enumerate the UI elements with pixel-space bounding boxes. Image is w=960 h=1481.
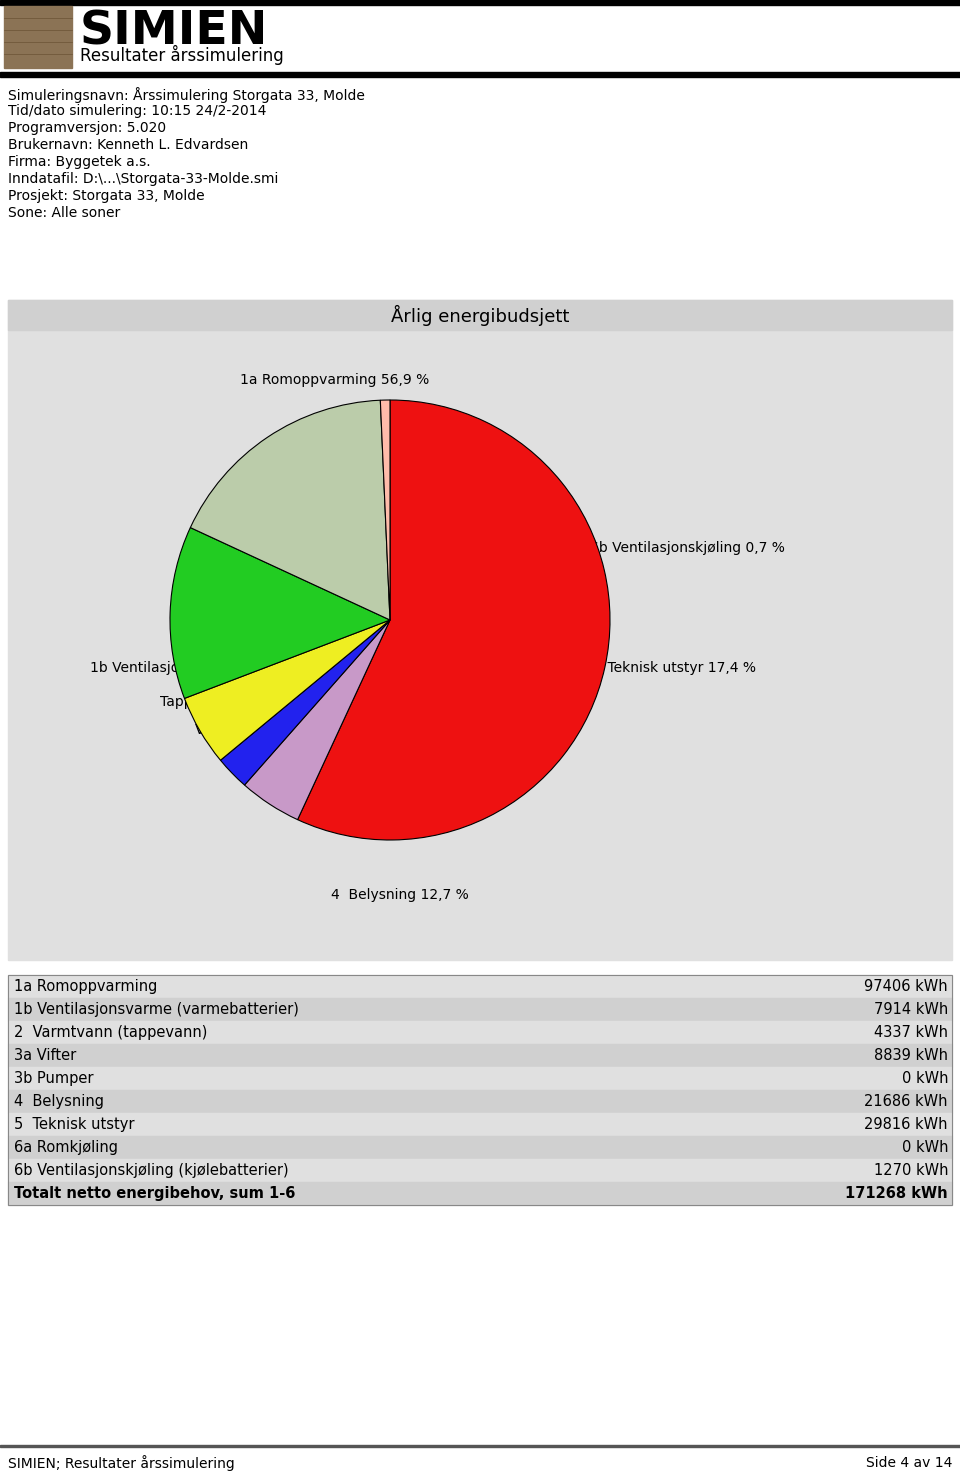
Text: Brukernavn: Kenneth L. Edvardsen: Brukernavn: Kenneth L. Edvardsen — [8, 138, 249, 153]
Text: Sone: Alle soner: Sone: Alle soner — [8, 206, 120, 221]
Text: Programversjon: 5.020: Programversjon: 5.020 — [8, 121, 166, 135]
Wedge shape — [184, 621, 390, 760]
Bar — [8, 998, 952, 1020]
Wedge shape — [380, 400, 390, 621]
Text: Resultater årssimulering: Resultater årssimulering — [80, 44, 284, 65]
Text: 6b Ventilasjonskjøling 0,7 %: 6b Ventilasjonskjøling 0,7 % — [590, 541, 785, 555]
Text: 4  Belysning 12,7 %: 4 Belysning 12,7 % — [331, 889, 468, 902]
Text: Totalt netto energibehov, sum 1-6: Totalt netto energibehov, sum 1-6 — [14, 1186, 296, 1201]
Text: 3a Vifter: 3a Vifter — [14, 1049, 76, 1063]
Bar — [8, 1114, 952, 1136]
Wedge shape — [170, 527, 390, 699]
Text: 6a Romkjøling: 6a Romkjøling — [14, 1140, 118, 1155]
Bar — [8, 974, 952, 998]
Text: Side 4 av 14: Side 4 av 14 — [866, 1456, 952, 1471]
Bar — [8, 1066, 952, 1090]
Text: 0 kWh: 0 kWh — [901, 1140, 948, 1155]
Bar — [8, 1182, 952, 1206]
Bar — [0, 1445, 960, 1447]
Text: 5  Teknisk utstyr 17,4 %: 5 Teknisk utstyr 17,4 % — [590, 661, 756, 675]
Bar — [8, 301, 952, 330]
Text: Firma: Byggetek a.s.: Firma: Byggetek a.s. — [8, 156, 151, 169]
Text: 1b Ventilasjonsvarme 4,6 %: 1b Ventilasjonsvarme 4,6 % — [90, 661, 283, 675]
Text: 1b Ventilasjonsvarme (varmebatterier): 1b Ventilasjonsvarme (varmebatterier) — [14, 1003, 299, 1017]
Bar — [0, 0, 960, 4]
Text: Inndatafil: D:\...\Storgata-33-Molde.smi: Inndatafil: D:\...\Storgata-33-Molde.smi — [8, 172, 278, 187]
Text: SIMIEN; Resultater årssimulering: SIMIEN; Resultater årssimulering — [8, 1454, 235, 1471]
Text: 6b Ventilasjonskjøling (kjølebatterier): 6b Ventilasjonskjøling (kjølebatterier) — [14, 1163, 289, 1177]
Text: 5  Teknisk utstyr: 5 Teknisk utstyr — [14, 1117, 134, 1131]
Text: Simuleringsnavn: Årssimulering Storgata 33, Molde: Simuleringsnavn: Årssimulering Storgata … — [8, 87, 365, 104]
Text: Årlig energibudsjett: Årlig energibudsjett — [391, 305, 569, 326]
Bar — [8, 1136, 952, 1160]
Text: 29816 kWh: 29816 kWh — [865, 1117, 948, 1131]
Wedge shape — [298, 400, 610, 840]
Bar — [0, 73, 960, 77]
Text: 21686 kWh: 21686 kWh — [865, 1094, 948, 1109]
Text: 1a Romoppvarming 56,9 %: 1a Romoppvarming 56,9 % — [240, 373, 429, 387]
Bar — [8, 1090, 952, 1114]
Bar — [8, 1020, 952, 1044]
Text: Tid/dato simulering: 10:15 24/2-2014: Tid/dato simulering: 10:15 24/2-2014 — [8, 104, 266, 118]
Text: 8839 kWh: 8839 kWh — [874, 1049, 948, 1063]
Bar — [8, 1160, 952, 1182]
Text: 4  Belysning: 4 Belysning — [14, 1094, 104, 1109]
Text: 171268 kWh: 171268 kWh — [846, 1186, 948, 1201]
Text: 1270 kWh: 1270 kWh — [874, 1163, 948, 1177]
Bar — [4, 6, 72, 68]
Text: Prosjekt: Storgata 33, Molde: Prosjekt: Storgata 33, Molde — [8, 190, 204, 203]
Text: 0 kWh: 0 kWh — [901, 1071, 948, 1086]
Wedge shape — [190, 400, 390, 621]
Text: 4337 kWh: 4337 kWh — [874, 1025, 948, 1040]
Text: 1a Romoppvarming: 1a Romoppvarming — [14, 979, 157, 994]
Text: Tappevann 2,5 %: Tappevann 2,5 % — [160, 695, 279, 709]
Wedge shape — [245, 621, 390, 819]
Text: 97406 kWh: 97406 kWh — [864, 979, 948, 994]
Text: 2  Varmtvann (tappevann): 2 Varmtvann (tappevann) — [14, 1025, 207, 1040]
Text: SIMIEN: SIMIEN — [80, 9, 269, 55]
Text: 7914 kWh: 7914 kWh — [874, 1003, 948, 1017]
Text: 3b Pumper: 3b Pumper — [14, 1071, 93, 1086]
Bar — [8, 301, 952, 960]
Wedge shape — [221, 621, 390, 785]
Text: Vifter 5,2 %: Vifter 5,2 % — [195, 723, 276, 738]
Bar — [8, 1044, 952, 1066]
Bar — [8, 974, 952, 1206]
